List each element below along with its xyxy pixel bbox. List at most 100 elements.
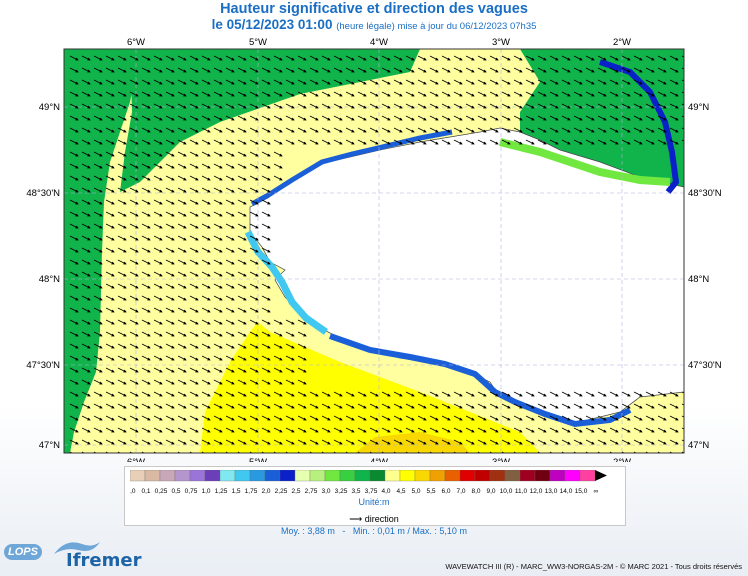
wave-arrow <box>681 79 684 82</box>
wave-arrow <box>117 151 127 157</box>
wave-arrow <box>153 271 163 277</box>
wave-arrow <box>249 439 259 445</box>
wave-arrow <box>213 115 223 121</box>
wave-arrow <box>441 127 451 133</box>
wave-arrow <box>297 67 307 73</box>
wave-arrow <box>369 139 379 145</box>
legend-swatch <box>174 470 191 482</box>
legend-swatch <box>130 470 146 482</box>
legend-tick-label: ∞ <box>594 488 599 495</box>
legend-tick-label: 2,0 <box>261 488 270 495</box>
wave-arrow <box>177 355 187 361</box>
wave-arrow <box>189 163 199 169</box>
wave-arrow <box>561 103 571 109</box>
wave-arrow <box>141 259 151 265</box>
wave-arrow <box>249 259 259 265</box>
wave-arrow <box>105 295 115 301</box>
wave-arrow <box>225 295 235 301</box>
wave-arrow <box>573 391 583 397</box>
wave-arrow <box>357 427 367 433</box>
wave-arrow <box>525 127 535 133</box>
wave-arrow <box>165 319 175 325</box>
wave-arrow <box>345 439 355 445</box>
wave-arrow <box>297 79 307 85</box>
wave-arrow <box>129 187 139 193</box>
wave-arrow <box>189 79 199 85</box>
wave-arrow <box>621 91 631 97</box>
wave-arrow <box>309 127 319 133</box>
legend-swatch <box>564 470 581 482</box>
wave-arrow <box>141 55 151 61</box>
wave-arrow <box>117 343 127 349</box>
wave-arrow <box>153 211 163 217</box>
lon-label-top: 2°W <box>613 37 631 48</box>
legend-swatch <box>264 470 281 482</box>
wave-arrow <box>177 367 187 373</box>
wave-arrow <box>165 355 175 361</box>
wave-arrow <box>249 223 259 229</box>
wave-arrow <box>177 55 187 61</box>
wave-arrow <box>345 91 355 97</box>
wave-arrow <box>417 55 427 61</box>
wave-arrow <box>189 259 199 265</box>
wave-arrow <box>237 103 247 109</box>
wave-arrow <box>141 235 151 241</box>
wave-arrow <box>669 91 679 97</box>
wave-arrow <box>93 211 103 217</box>
legend-swatch <box>504 470 521 482</box>
wave-arrow <box>141 211 151 217</box>
wave-arrow <box>645 415 655 421</box>
wave-arrow <box>261 247 271 253</box>
wave-arrow <box>393 55 403 61</box>
wave-arrow <box>141 367 151 373</box>
wave-arrow <box>525 139 535 145</box>
wave-arrow <box>573 91 583 97</box>
wave-arrow <box>357 67 367 73</box>
wave-arrow <box>177 151 187 157</box>
wave-arrow <box>585 127 595 133</box>
wave-arrow <box>585 403 595 409</box>
wave-arrow <box>285 91 295 97</box>
wave-arrow <box>105 55 115 61</box>
wave-arrow <box>93 367 103 373</box>
wave-arrow <box>201 151 211 157</box>
wave-arrow <box>105 307 115 313</box>
wave-arrow <box>513 391 523 397</box>
wave-arrow <box>621 103 631 109</box>
wave-arrow <box>261 319 271 325</box>
wave-arrow <box>465 403 475 409</box>
wave-arrow <box>129 151 139 157</box>
lat-label-left: 47°30'N <box>26 360 60 371</box>
wave-arrow <box>417 103 427 109</box>
wave-arrow <box>165 199 175 205</box>
wave-arrow <box>609 55 619 61</box>
wave-arrow <box>165 67 175 73</box>
wave-arrow <box>153 415 163 421</box>
wave-arrow <box>69 331 79 337</box>
legend-unit: Unité:m <box>358 497 390 507</box>
legend-swatch <box>534 470 551 482</box>
wave-arrow <box>81 127 91 133</box>
wave-arrow <box>285 103 295 109</box>
wave-arrow <box>81 199 91 205</box>
wave-arrow <box>189 319 199 325</box>
wave-arrow <box>69 67 79 73</box>
wave-arrow <box>501 403 511 409</box>
wave-arrow <box>381 403 391 409</box>
wave-arrow <box>141 67 151 73</box>
wave-arrow <box>429 91 439 97</box>
wave-arrow <box>165 175 175 181</box>
wave-arrow <box>381 391 391 397</box>
wave-arrow <box>633 67 643 73</box>
wave-height-map[interactable]: 6°W 5°W 4°W 3°W 2°W 6°W 5°W 4°W 3°W 2°W … <box>0 32 748 462</box>
footer-credits: WAVEWATCH III (R) - MARC_WW3-NORGAS-2M -… <box>445 562 742 571</box>
wave-arrow <box>117 103 127 109</box>
wave-arrow <box>105 403 115 409</box>
wave-arrow <box>177 271 187 277</box>
wave-arrow <box>81 139 91 145</box>
wave-arrow <box>441 103 451 109</box>
wave-arrow <box>609 115 619 121</box>
wave-arrow <box>105 67 115 73</box>
wave-arrow <box>297 355 307 361</box>
wave-arrow <box>609 403 619 409</box>
